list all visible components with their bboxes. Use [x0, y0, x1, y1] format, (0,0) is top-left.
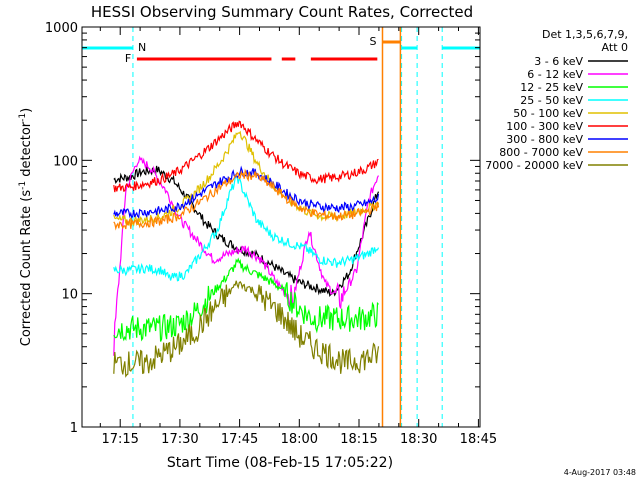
series-line-4 [113, 172, 380, 282]
y-axis: 1 10 100 1000 [45, 21, 480, 436]
night-flag-label: N [138, 41, 146, 54]
series-line-9 [113, 280, 380, 378]
y-tick-label: 10 [61, 288, 78, 303]
y-axis-label: Corrected Count Rate (s-1 detector-1) [18, 108, 34, 346]
x-axis-label: Start Time (08-Feb-15 17:05:22) [167, 455, 393, 471]
plot-area: NF S [82, 27, 480, 427]
x-tick-label: 18:30 [400, 432, 437, 447]
x-tick-label: 17:30 [161, 432, 198, 447]
x-axis: 17:15 17:30 17:45 18:00 18:15 18:30 18:45 [99, 27, 497, 447]
legend-label-2: 6 - 12 keV [527, 68, 583, 81]
x-tick-label: 18:00 [281, 432, 318, 447]
saa-flag-label: S [369, 35, 376, 48]
legend-label-5: 50 - 100 keV [513, 107, 583, 120]
legend-header-attenuator: Att 0 [602, 41, 628, 54]
legend-header-detectors: Det 1,3,5,6,7,9, [542, 28, 628, 41]
plot-frame [81, 26, 481, 428]
y-tick-label: 1000 [45, 21, 78, 36]
legend-label-4: 25 - 50 keV [520, 94, 583, 107]
series-line-3 [113, 257, 379, 342]
x-tick-label: 18:45 [460, 432, 497, 447]
series-line-8 [113, 168, 380, 231]
y-tick-label: 100 [53, 154, 78, 169]
series-line-6 [113, 120, 379, 193]
legend-label-6: 100 - 300 keV [506, 120, 583, 133]
x-tick-label: 17:45 [221, 432, 258, 447]
legend-label-3: 12 - 25 keV [520, 81, 583, 94]
x-tick-label: 17:15 [101, 432, 138, 447]
legend-label-9: 7000 - 20000 keV [485, 159, 583, 172]
footer-date: 4-Aug-2017 03:48 [564, 468, 636, 477]
x-tick-label: 18:15 [340, 432, 377, 447]
legend-label-7: 300 - 800 keV [506, 133, 583, 146]
series-line-1 [113, 165, 380, 298]
legend-label-8: 800 - 7000 keV [499, 146, 583, 159]
legend-label-1: 3 - 6 keV [534, 55, 583, 68]
y-tick-label: 1 [70, 421, 78, 436]
flare-flag-label: F [125, 52, 131, 65]
chart-title: HESSI Observing Summary Count Rates, Cor… [91, 3, 473, 21]
